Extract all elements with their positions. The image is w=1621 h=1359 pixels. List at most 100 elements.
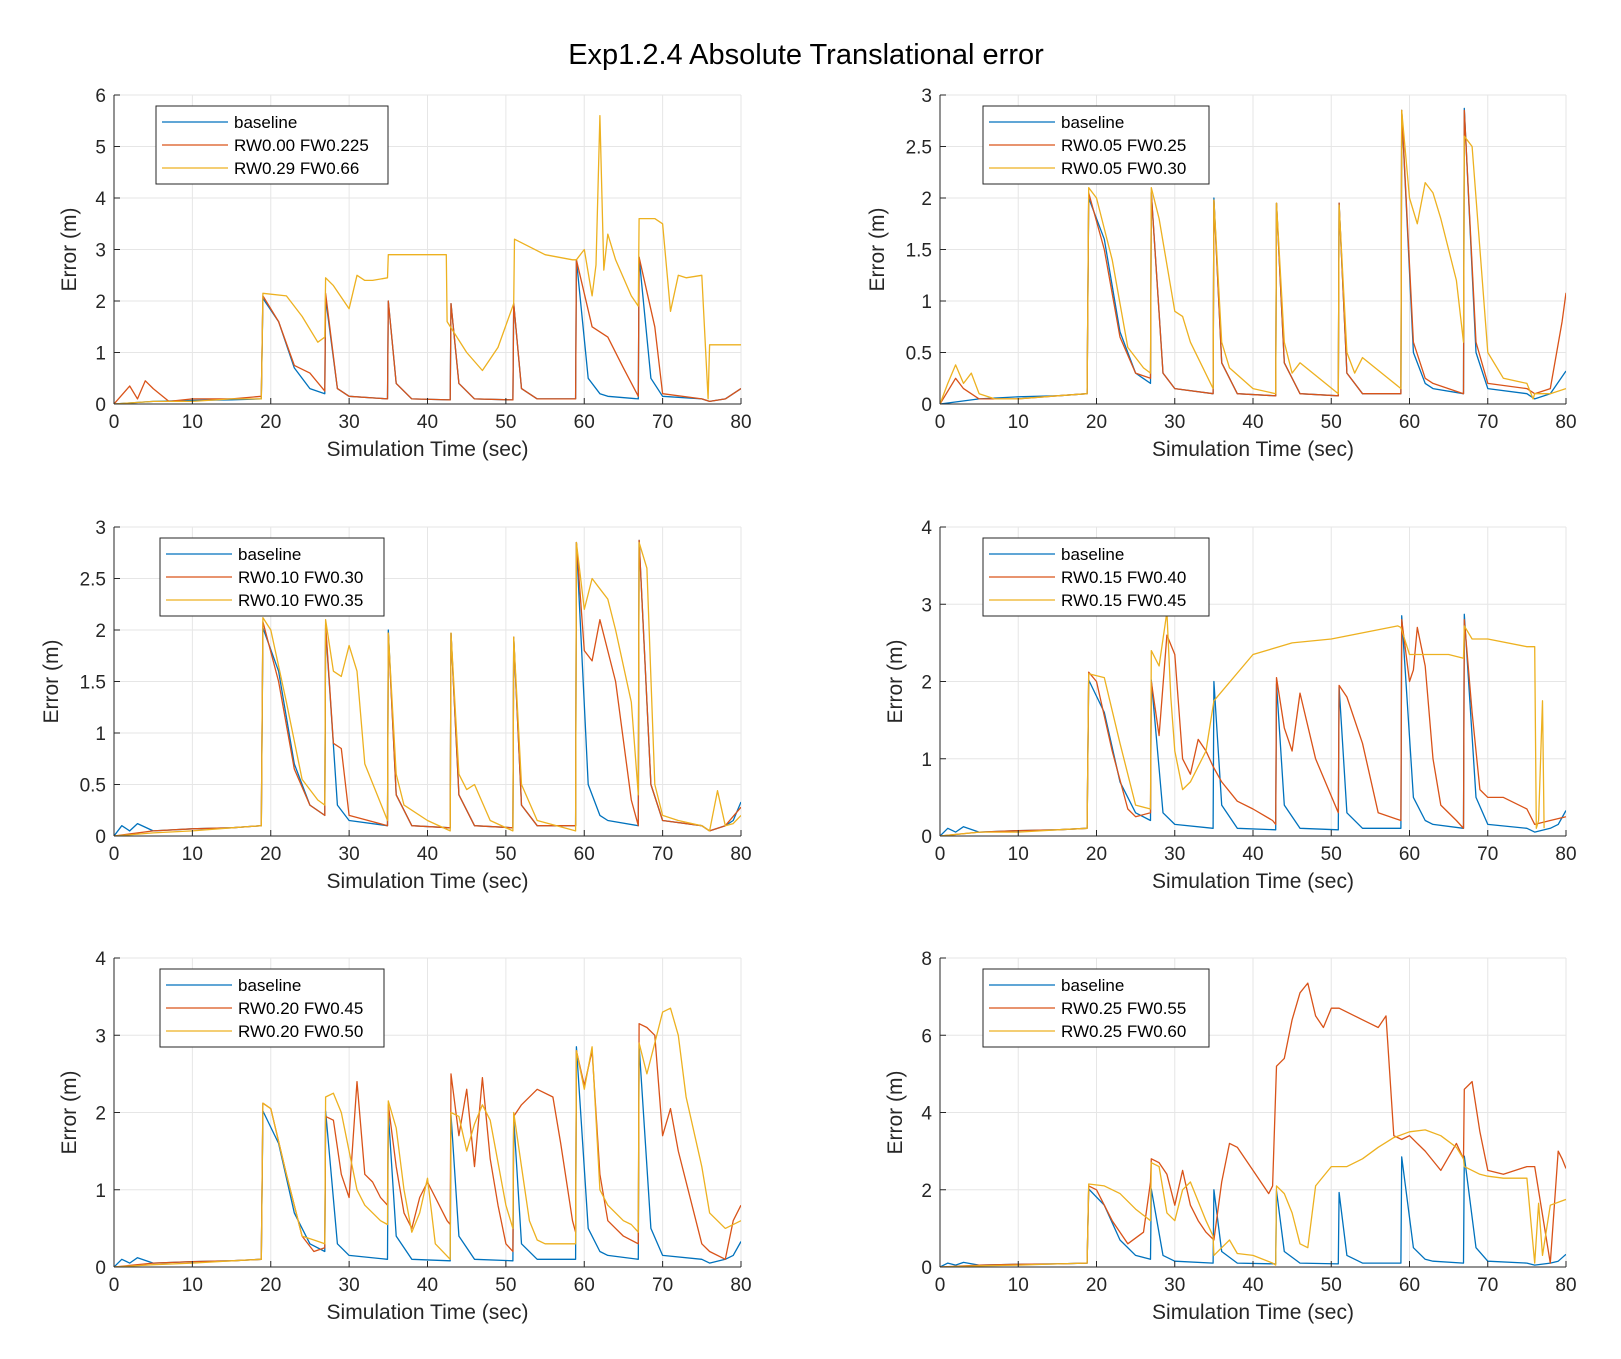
y-tick-label: 0.5 [80,776,106,797]
x-tick-label: 10 [1008,1275,1029,1296]
legend-entry: baseline [238,545,301,564]
series-line-variant-2 [114,1007,741,1267]
x-tick-label: 70 [1477,1275,1498,1296]
y-axis-label: Error (m) [40,640,63,724]
y-axis-label: Error (m) [866,208,889,292]
subplot-1: 0 10 20 30 40 50 60 70 80 0 1 2 3 4 5 6 Simulation Time … [58,86,752,461]
series-group [114,114,741,404]
series-group [940,982,1566,1267]
x-tick-label: 0 [935,412,946,433]
y-tick-label: 0 [95,1258,106,1279]
x-tick-label: 70 [652,844,673,865]
y-tick-label: 2 [921,1181,932,1202]
legend-entry: RW0.10 FW0.35 [238,591,363,610]
x-tick-label: 30 [339,844,360,865]
x-tick-label: 40 [1242,1275,1263,1296]
legend-entry: baseline [1061,976,1124,995]
x-tick-label: 40 [417,412,438,433]
x-tick-label: 70 [652,412,673,433]
x-tick-label: 10 [1008,844,1029,865]
y-tick-label: 2 [95,292,106,313]
y-tick-label: 0.5 [906,344,932,365]
grid-lines [939,526,1567,837]
x-tick-label: 40 [417,1275,438,1296]
y-axis-label: Error (m) [884,640,907,724]
x-tick-label: 50 [1321,412,1342,433]
subplot-5: 0 10 20 30 40 50 60 70 80 0 1 2 3 4 Simulation Time (s… [58,949,752,1324]
legend: baseline RW0.00 FW0.225 RW0.29 FW0.66 [155,105,389,185]
y-tick-label: 0 [921,827,932,848]
y-tick-label: 6 [95,86,106,107]
y-tick-label: 4 [921,1104,932,1125]
x-tick-label: 20 [1086,1275,1107,1296]
x-tick-label: 80 [730,1275,751,1296]
x-tick-label: 80 [730,844,751,865]
x-tick-label: 0 [109,844,120,865]
series-group [940,107,1566,404]
y-tick-label: 3 [95,1026,106,1047]
x-tick-label: 70 [1477,412,1498,433]
y-tick-label: 1 [921,292,932,313]
y-axis-label: Error (m) [884,1071,907,1155]
legend: baseline RW0.05 FW0.25 RW0.05 FW0.30 [982,105,1210,185]
x-tick-label: 60 [1399,1275,1420,1296]
y-tick-label: 1 [921,750,932,771]
y-tick-label: 5 [95,138,106,159]
y-tick-label: 1.5 [80,673,106,694]
x-tick-label: 10 [182,844,203,865]
y-tick-label: 2.5 [906,138,932,159]
y-tick-label: 0 [921,395,932,416]
y-tick-label: 4 [95,189,106,210]
x-tick-label: 80 [1555,844,1576,865]
legend: baseline RW0.10 FW0.30 RW0.10 FW0.35 [159,537,385,617]
x-tick-label: 10 [182,1275,203,1296]
x-tick-label: 80 [1555,412,1576,433]
legend-entry: RW0.15 FW0.45 [1061,591,1186,610]
subplot-4: 0 10 20 30 40 50 60 70 80 0 1 2 3 4 Simulation Time (s… [884,518,1577,893]
y-tick-label: 3 [95,241,106,262]
x-tick-label: 0 [109,1275,120,1296]
y-axis-label: Error (m) [58,1071,81,1155]
x-tick-label: 50 [1321,844,1342,865]
subplot-6: 0 10 20 30 40 50 60 70 80 0 2 4 6 8 Simulation Time (s… [884,949,1577,1324]
subplot-2: 0 10 20 30 40 50 60 70 80 0 0.5 1 1.5 2 2.5 3 Simulation… [866,86,1577,461]
x-axis-label: Simulation Time (sec) [1152,1301,1354,1324]
series-line-variant-2 [114,114,741,404]
legend-entry: RW0.29 FW0.66 [234,159,359,178]
series-line-variant-1 [940,619,1566,836]
figure-title: Exp1.2.4 Absolute Translational error [568,39,1044,71]
legend-entry: RW0.20 FW0.45 [238,999,363,1018]
y-tick-label: 3 [921,86,932,107]
y-tick-label: 0 [95,827,106,848]
legend-entry: RW0.05 FW0.25 [1061,136,1186,155]
series-line-variant-1 [940,982,1566,1267]
legend-entry: RW0.15 FW0.40 [1061,568,1186,587]
legend: baseline RW0.15 FW0.40 RW0.15 FW0.45 [982,537,1210,617]
x-tick-label: 20 [260,412,281,433]
legend-entry: baseline [234,113,297,132]
x-tick-label: 30 [339,412,360,433]
y-tick-label: 1.5 [906,241,932,262]
y-tick-label: 6 [921,1026,932,1047]
x-axis-label: Simulation Time (sec) [327,438,529,461]
x-tick-label: 60 [574,412,595,433]
x-tick-label: 70 [652,1275,673,1296]
y-tick-label: 2 [921,673,932,694]
y-tick-label: 2 [95,621,106,642]
x-tick-label: 40 [1242,844,1263,865]
x-tick-label: 50 [495,1275,516,1296]
x-axis-label: Simulation Time (sec) [327,870,529,893]
legend: baseline RW0.25 FW0.55 RW0.25 FW0.60 [982,968,1210,1048]
x-tick-label: 40 [417,844,438,865]
y-tick-label: 3 [921,595,932,616]
legend-entry: RW0.25 FW0.60 [1061,1022,1186,1041]
x-tick-label: 70 [1477,844,1498,865]
y-tick-label: 0 [921,1258,932,1279]
x-tick-label: 0 [935,844,946,865]
x-tick-label: 10 [1008,412,1029,433]
x-tick-label: 40 [1242,412,1263,433]
series-group [114,1007,741,1267]
x-tick-label: 50 [495,844,516,865]
